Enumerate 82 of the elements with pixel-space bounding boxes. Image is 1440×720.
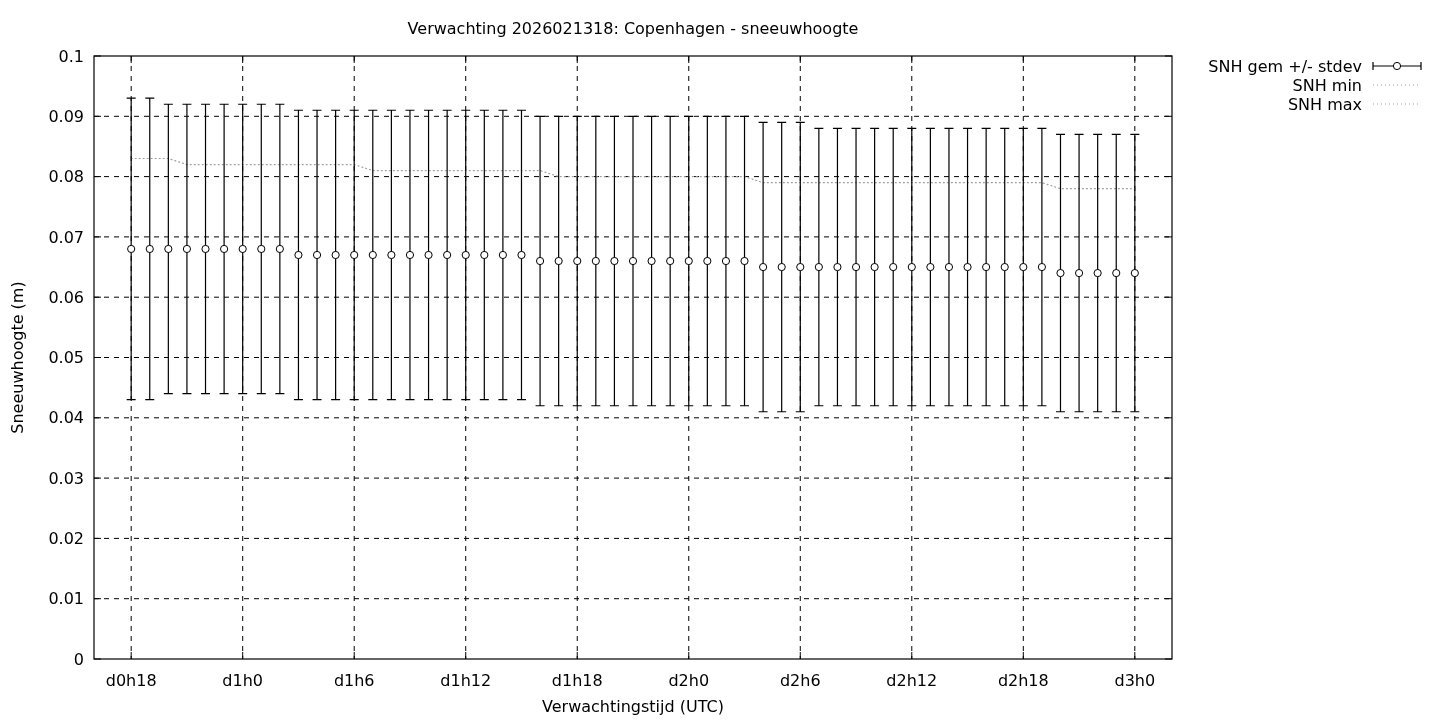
legend-label: SNH gem +/- stdev	[1208, 56, 1362, 76]
x-tick-label: d1h0	[222, 671, 264, 690]
y-tick-label: 0.09	[48, 106, 84, 126]
y-tick-label: 0.05	[48, 348, 84, 368]
point	[684, 256, 693, 266]
x-tick-label: d2h6	[779, 671, 821, 690]
point	[870, 262, 879, 272]
point	[1093, 268, 1102, 278]
point	[368, 250, 377, 260]
point	[294, 250, 303, 260]
point	[628, 256, 638, 266]
point	[312, 250, 322, 260]
point	[666, 256, 675, 266]
legend-label: SNH max	[1287, 94, 1362, 114]
point	[461, 250, 470, 260]
point	[814, 262, 823, 272]
point	[1000, 262, 1009, 272]
y-tick-label: 0.07	[48, 227, 84, 247]
point	[424, 250, 433, 260]
y-tick-label: 0.01	[48, 589, 84, 609]
point	[275, 244, 284, 254]
y-tick-label: 0.06	[48, 287, 84, 307]
x-tick-label: d2h18	[997, 671, 1049, 690]
y-axis-title: Sneeuwhoogte (m)	[8, 281, 27, 434]
point	[535, 256, 545, 266]
y-tick-label: 0.04	[48, 408, 84, 428]
point	[350, 250, 359, 260]
y-tick-label: 0.08	[48, 167, 84, 187]
x-tick-label: d1h12	[440, 671, 492, 690]
point	[610, 256, 619, 266]
point	[647, 256, 656, 266]
point	[703, 256, 712, 266]
point	[517, 250, 526, 260]
point	[1056, 268, 1065, 278]
y-tick-label: 0	[73, 649, 84, 669]
point	[238, 244, 247, 254]
x-tick-label: d1h6	[333, 671, 375, 690]
point	[554, 256, 563, 266]
point	[851, 262, 861, 272]
point	[796, 262, 805, 272]
point	[480, 250, 489, 260]
point	[331, 250, 340, 260]
y-tick-label: 0.03	[48, 468, 84, 488]
x-tick-label: d1h18	[551, 671, 603, 690]
point	[740, 256, 749, 266]
point	[182, 244, 192, 254]
point	[257, 244, 266, 254]
point	[164, 244, 173, 254]
point	[387, 250, 396, 260]
point	[907, 262, 916, 272]
y-tick-label: 0.02	[48, 529, 84, 548]
point	[573, 256, 582, 266]
x-tick-label: d2h12	[886, 671, 938, 690]
x-tick-label: d2h0	[668, 671, 710, 690]
point	[889, 262, 898, 272]
x-tick-label: d3h0	[1114, 671, 1156, 690]
y-tick-label: 0.1	[58, 46, 84, 66]
point	[963, 262, 972, 272]
point	[926, 262, 935, 272]
x-axis-title: Verwachtingstijd (UTC)	[542, 697, 724, 716]
point	[1112, 268, 1121, 278]
point	[443, 250, 452, 260]
x-tick-label: d0h18	[105, 671, 157, 690]
point	[201, 244, 210, 254]
point	[1037, 262, 1046, 272]
point	[127, 244, 136, 254]
point	[145, 244, 154, 254]
point	[1019, 262, 1028, 272]
point	[833, 262, 842, 272]
point	[1130, 268, 1139, 278]
point	[777, 262, 786, 272]
point	[759, 262, 768, 272]
legend-label: SNH min	[1292, 75, 1362, 95]
chart-title: Verwachting 2026021318: Copenhagen - sneeuwhoogte	[407, 19, 859, 38]
point	[982, 262, 991, 272]
point	[721, 256, 731, 266]
point	[1074, 268, 1084, 278]
point	[220, 244, 229, 254]
point	[591, 256, 600, 266]
point	[498, 250, 507, 260]
point	[944, 262, 954, 272]
point	[405, 250, 415, 260]
